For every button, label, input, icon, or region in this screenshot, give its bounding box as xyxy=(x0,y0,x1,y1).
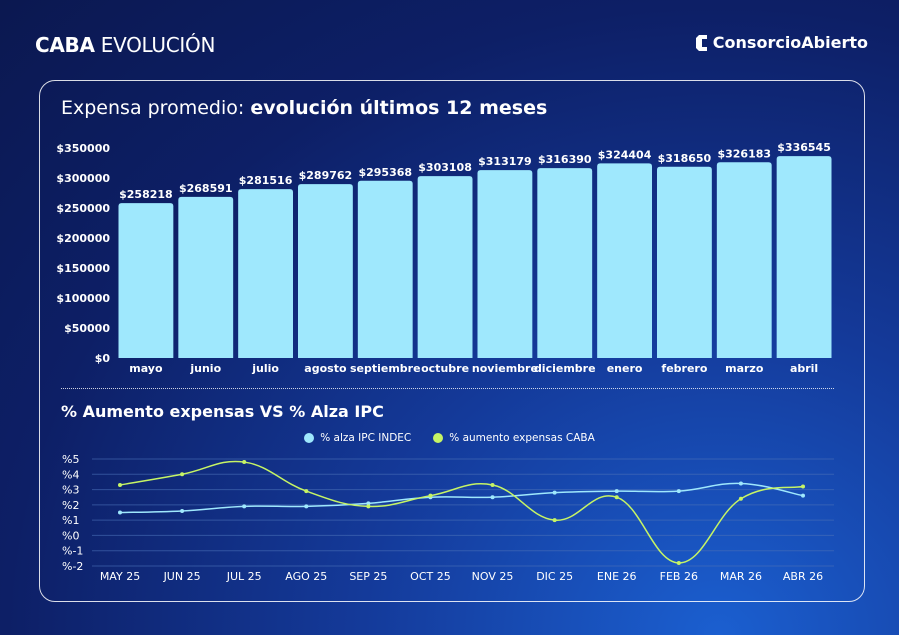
bar-value-label: $268591 xyxy=(179,182,233,195)
bar-chart-title-light: Expensa promedio: xyxy=(61,97,251,119)
bar-value-label: $326183 xyxy=(717,147,771,160)
bar-enero xyxy=(597,163,652,358)
y-tick-label: $100000 xyxy=(56,292,110,305)
bar-value-label: $318650 xyxy=(658,152,712,165)
x-tick-label: agosto xyxy=(304,362,347,375)
line-chart-title: % Aumento expensas VS % Alza IPC xyxy=(61,402,384,421)
y-tick-label: $350000 xyxy=(56,142,110,155)
bar-febrero xyxy=(657,166,712,358)
brand-mark-icon xyxy=(695,34,707,51)
title-bold: CABA xyxy=(35,33,95,57)
legend-item-expensas: % aumento expensas CABA xyxy=(433,432,595,444)
x-tick-label: octubre xyxy=(421,362,469,375)
brand-logo: ConsorcioAbierto xyxy=(695,33,868,52)
bar-value-label: $289762 xyxy=(299,169,353,182)
bar-value-label: $258218 xyxy=(119,188,173,201)
bar-agosto xyxy=(298,184,353,358)
bar-marzo xyxy=(716,162,772,358)
bar-octubre xyxy=(417,176,473,358)
legend-item-ipc: % alza IPC INDEC xyxy=(304,432,411,444)
legend-label-ipc: % alza IPC INDEC xyxy=(320,432,412,444)
x-tick-label: diciembre xyxy=(534,362,596,375)
bar-value-label: $313179 xyxy=(478,155,532,168)
title-light: EVOLUCIÓN xyxy=(100,33,216,57)
bar-chart-title-bold: evolución últimos 12 meses xyxy=(250,97,548,119)
bar-septiembre xyxy=(357,180,413,358)
y-tick-label: $0 xyxy=(95,352,111,365)
bar-value-label: $281516 xyxy=(239,174,293,187)
y-tick-label: $150000 xyxy=(56,262,110,275)
section-divider xyxy=(61,388,834,389)
bar-chart-title: Expensa promedio: evolución últimos 12 m… xyxy=(61,97,547,119)
bar-chart: $0 $50000 $100000 $150000 $200000 $250000 $300… xyxy=(56,141,832,375)
x-tick-label: noviembre xyxy=(472,362,538,375)
x-tick-label: enero xyxy=(607,362,643,375)
bar-diciembre xyxy=(537,168,593,358)
bar-value-label: $295368 xyxy=(358,166,412,179)
y-tick-label: $250000 xyxy=(56,202,110,215)
bar-julio xyxy=(238,189,293,358)
bar-junio xyxy=(178,196,234,358)
brand-name: ConsorcioAbierto xyxy=(712,33,868,52)
x-tick-label: mayo xyxy=(129,362,163,375)
x-tick-label: junio xyxy=(189,362,221,375)
x-tick-label: febrero xyxy=(661,362,707,375)
x-tick-label: abril xyxy=(790,362,818,375)
bar-mayo xyxy=(118,203,174,358)
legend-label-expensas: % aumento expensas CABA xyxy=(449,432,595,444)
bar-value-label: $316390 xyxy=(538,153,592,166)
bar-value-label: $324404 xyxy=(598,148,652,161)
x-tick-label: julio xyxy=(251,362,279,375)
page-title: CABA EVOLUCIÓN xyxy=(35,33,215,57)
content-panel xyxy=(39,80,865,602)
bar-abril xyxy=(776,156,832,358)
x-tick-label: septiembre xyxy=(350,362,421,375)
legend-dot-expensas xyxy=(433,433,444,443)
y-tick-label: $300000 xyxy=(56,172,110,185)
line-chart-legend: % alza IPC INDEC % aumento expensas CABA xyxy=(0,432,899,444)
x-tick-label: marzo xyxy=(725,362,764,375)
legend-dot-ipc xyxy=(304,433,315,443)
y-tick-label: $50000 xyxy=(64,322,110,335)
y-tick-label: $200000 xyxy=(56,232,110,245)
bar-value-label: $303108 xyxy=(418,161,472,174)
bar-noviembre xyxy=(477,170,533,358)
bar-value-label: $336545 xyxy=(777,141,831,154)
